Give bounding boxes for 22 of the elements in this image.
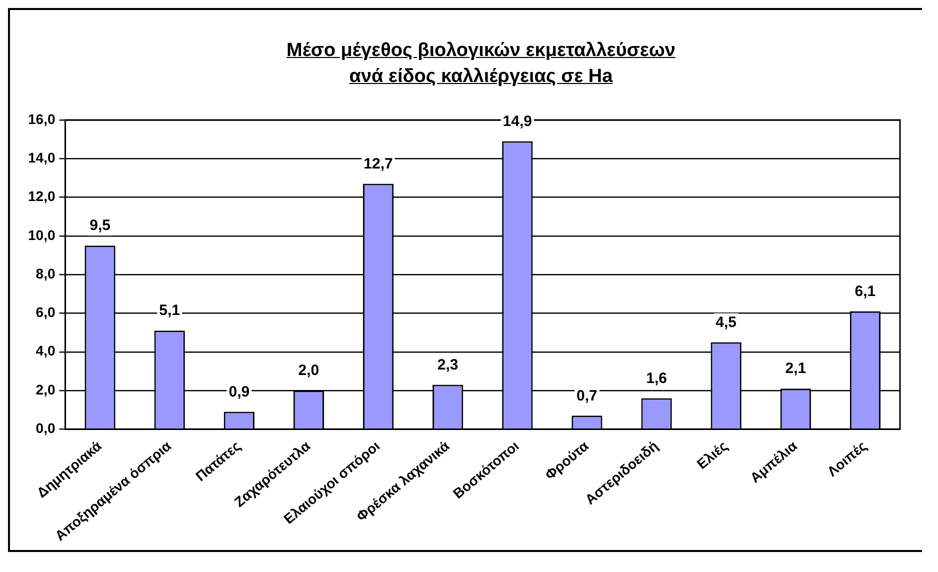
data-label: 2,3 xyxy=(437,356,458,374)
y-tick-label: 2,0 xyxy=(36,381,56,398)
y-tick-label: 14,0 xyxy=(28,150,56,166)
data-label: 1,6 xyxy=(646,370,667,387)
y-tick-label: 10,0 xyxy=(28,226,56,243)
y-tick-label: 0,0 xyxy=(36,420,56,436)
data-label: 5,1 xyxy=(159,302,180,320)
y-tick-label: 6,0 xyxy=(36,304,56,320)
y-tick-label: 4,0 xyxy=(36,342,56,359)
chart-title: Μέσο μέγεθος βιολογικών εκμεταλλεύσεων ανά είδος καλλιέργειας σε Ha xyxy=(286,39,676,89)
y-tick-label: 8,0 xyxy=(36,265,56,282)
data-label: 14,9 xyxy=(502,112,532,130)
data-label: 2,0 xyxy=(298,362,320,380)
data-label: 12,7 xyxy=(364,155,393,172)
y-tick-label: 16,0 xyxy=(28,110,56,127)
data-label: 6,1 xyxy=(854,282,876,300)
data-label: 9,5 xyxy=(90,217,110,234)
data-label: 2,1 xyxy=(785,360,806,378)
data-label: 4,5 xyxy=(716,314,737,331)
y-tick-label: 12,0 xyxy=(28,188,56,204)
data-label: 0,7 xyxy=(576,387,598,404)
data-label: 0,9 xyxy=(228,383,250,400)
